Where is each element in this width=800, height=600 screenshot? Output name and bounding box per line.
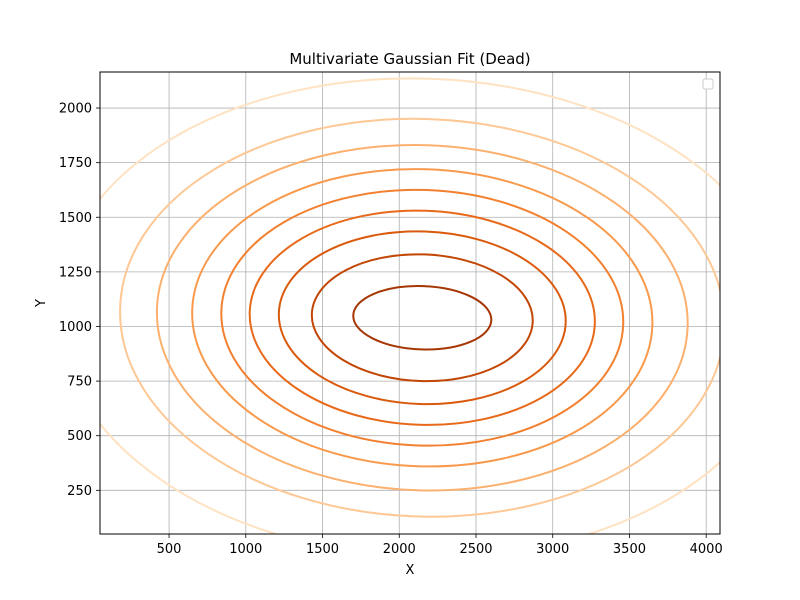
contour-line [155,144,689,492]
chart-title: Multivariate Gaussian Fit (Dead) [289,50,530,68]
contour-line [352,284,493,351]
contour-line [191,168,654,468]
y-tick-label: 750 [67,375,92,390]
y-tick-label: 1000 [59,320,92,335]
x-axis-label: X [406,563,415,578]
plot-area [100,72,720,534]
y-tick-label: 500 [67,429,92,444]
y-tick-label: 1250 [59,265,92,280]
x-tick-label: 1000 [229,542,262,557]
contour-line [220,188,625,447]
y-tick-label: 1500 [59,211,92,226]
x-tick-label: 3000 [536,542,569,557]
contour-lines [100,77,720,534]
y-tick-label: 2000 [59,102,92,117]
x-tick-label: 2500 [459,542,492,557]
contour-line [310,253,534,383]
x-tick-label: 3500 [613,542,646,557]
contour-line [248,209,596,426]
contour-line [119,117,720,518]
x-tick-label: 2000 [383,542,416,557]
contour-line [277,230,567,406]
plot-frame [99,71,721,535]
x-tick-label: 500 [157,542,182,557]
y-tick-label: 1750 [59,156,92,171]
y-tick-label: 250 [67,484,92,499]
axis-ticks: 500 1000 1500 2000 2500 3000 3500 4000 250 500 750… [59,102,723,557]
x-tick-label: 4000 [690,542,723,557]
y-axis-label: Y [34,299,49,308]
legend-box [702,78,714,90]
x-tick-label: 1500 [306,542,339,557]
contour-line [100,77,720,534]
